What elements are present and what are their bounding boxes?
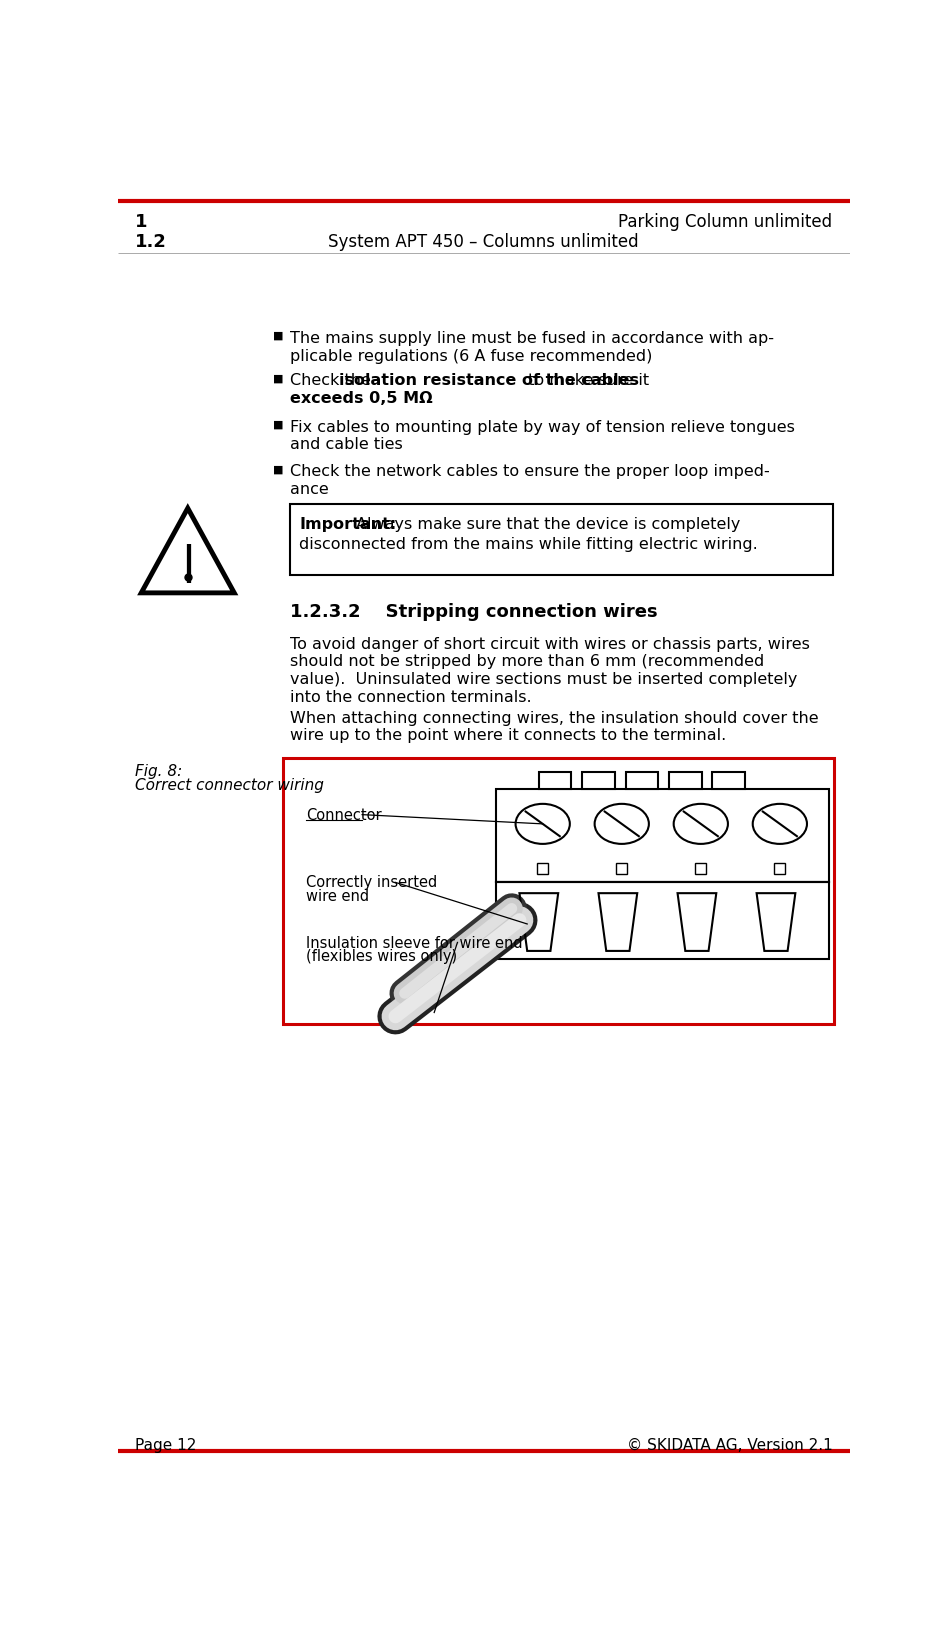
- Ellipse shape: [752, 803, 807, 844]
- Text: When attaching connecting wires, the insulation should cover the: When attaching connecting wires, the ins…: [290, 710, 818, 726]
- FancyBboxPatch shape: [539, 772, 571, 789]
- Ellipse shape: [595, 803, 649, 844]
- Text: Always make sure that the device is completely: Always make sure that the device is comp…: [356, 517, 740, 532]
- Text: 1.2: 1.2: [135, 234, 167, 252]
- Text: exceeds 0,5 MΩ: exceeds 0,5 MΩ: [290, 391, 432, 406]
- FancyBboxPatch shape: [669, 772, 701, 789]
- Text: wire end: wire end: [306, 890, 369, 905]
- Text: Fig. 8:: Fig. 8:: [135, 764, 182, 779]
- FancyBboxPatch shape: [283, 759, 834, 1024]
- Text: 1.2.3.2    Stripping connection wires: 1.2.3.2 Stripping connection wires: [290, 604, 658, 622]
- Text: © SKIDATA AG, Version 2.1: © SKIDATA AG, Version 2.1: [627, 1438, 833, 1453]
- Text: Check the: Check the: [290, 373, 376, 388]
- Text: ■: ■: [273, 419, 284, 430]
- Ellipse shape: [674, 803, 728, 844]
- Text: ■: ■: [273, 465, 284, 474]
- FancyBboxPatch shape: [582, 772, 615, 789]
- Text: Important:: Important:: [299, 517, 396, 532]
- Ellipse shape: [515, 803, 570, 844]
- Text: 1: 1: [135, 213, 147, 231]
- Text: The mains supply line must be fused in accordance with ap-: The mains supply line must be fused in a…: [290, 330, 774, 347]
- Text: Parking Column unlimited: Parking Column unlimited: [618, 213, 833, 231]
- Text: ance: ance: [290, 483, 329, 497]
- Text: Correctly inserted: Correctly inserted: [306, 875, 438, 890]
- Text: Correct connector wiring: Correct connector wiring: [135, 779, 324, 793]
- Text: Connector: Connector: [306, 808, 382, 823]
- FancyBboxPatch shape: [626, 772, 658, 789]
- FancyBboxPatch shape: [497, 882, 830, 959]
- Text: Check the network cables to ensure the proper loop imped-: Check the network cables to ensure the p…: [290, 465, 769, 479]
- FancyBboxPatch shape: [537, 864, 548, 874]
- Text: into the connection terminals.: into the connection terminals.: [290, 690, 531, 705]
- Text: to make sure it: to make sure it: [523, 373, 649, 388]
- Text: Page 12: Page 12: [135, 1438, 196, 1453]
- Text: and cable ties: and cable ties: [290, 437, 403, 452]
- Text: |: |: [180, 543, 194, 582]
- FancyBboxPatch shape: [497, 789, 830, 882]
- Text: plicable regulations (6 A fuse recommended): plicable regulations (6 A fuse recommend…: [290, 348, 652, 363]
- Text: System APT 450 – Columns unlimited: System APT 450 – Columns unlimited: [329, 234, 639, 252]
- Text: wire up to the point where it connects to the terminal.: wire up to the point where it connects t…: [290, 728, 726, 743]
- Text: Insulation sleeve for wire end: Insulation sleeve for wire end: [306, 936, 523, 951]
- Text: Fix cables to mounting plate by way of tension relieve tongues: Fix cables to mounting plate by way of t…: [290, 419, 795, 435]
- FancyBboxPatch shape: [696, 864, 706, 874]
- FancyBboxPatch shape: [774, 864, 785, 874]
- FancyBboxPatch shape: [290, 504, 833, 576]
- Text: ■: ■: [273, 330, 284, 340]
- Text: ■: ■: [273, 373, 284, 383]
- Text: value).  Uninsulated wire sections must be inserted completely: value). Uninsulated wire sections must b…: [290, 672, 798, 687]
- Text: isolation resistance of the cables: isolation resistance of the cables: [339, 373, 639, 388]
- Text: disconnected from the mains while fitting electric wiring.: disconnected from the mains while fittin…: [299, 538, 758, 553]
- Text: should not be stripped by more than 6 mm (recommended: should not be stripped by more than 6 mm…: [290, 654, 765, 669]
- Text: (flexibles wires only): (flexibles wires only): [306, 949, 458, 964]
- FancyBboxPatch shape: [616, 864, 627, 874]
- Text: To avoid danger of short circuit with wires or chassis parts, wires: To avoid danger of short circuit with wi…: [290, 636, 810, 651]
- FancyBboxPatch shape: [713, 772, 745, 789]
